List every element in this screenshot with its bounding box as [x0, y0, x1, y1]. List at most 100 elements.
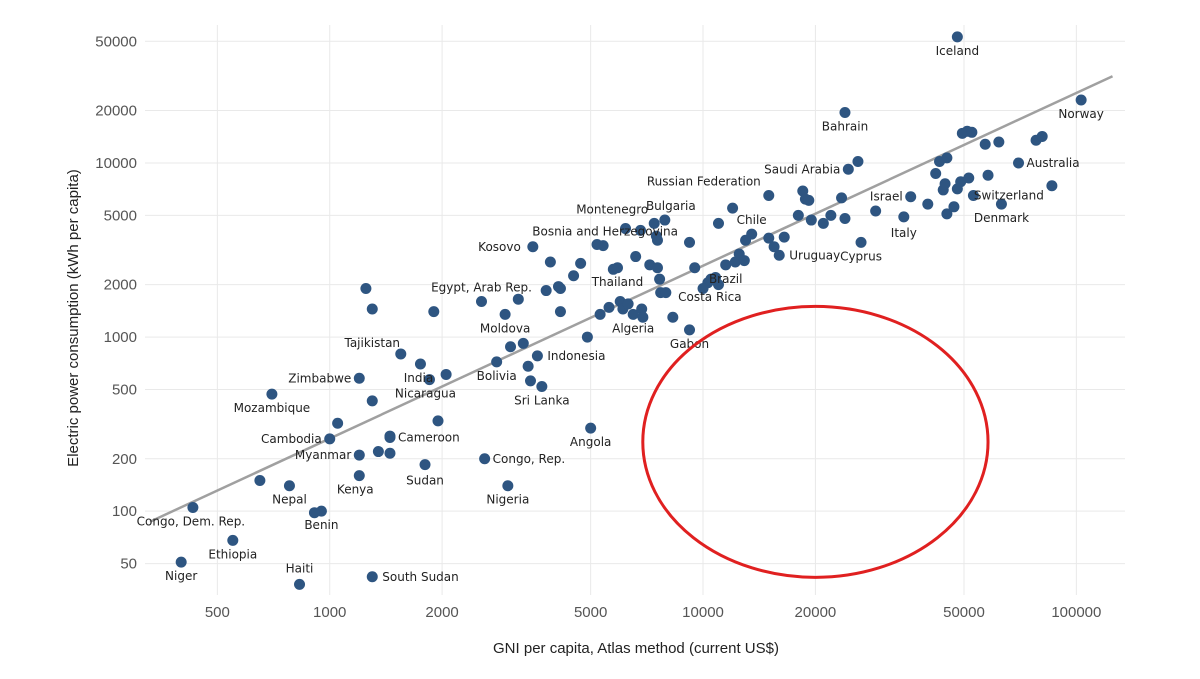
point-label: Bolivia — [477, 369, 517, 383]
data-point — [575, 257, 587, 269]
data-point — [778, 231, 790, 243]
data-point — [993, 136, 1005, 148]
data-point — [428, 306, 440, 318]
data-point — [651, 262, 663, 274]
data-point — [763, 190, 775, 202]
x-tick-label: 1000 — [313, 604, 346, 621]
x-tick-label: 100000 — [1051, 604, 1101, 621]
data-point — [499, 308, 511, 320]
data-point — [266, 388, 278, 400]
data-point — [738, 255, 750, 267]
data-point — [967, 190, 979, 202]
point-label: Congo, Dem. Rep. — [137, 514, 245, 528]
data-point — [712, 217, 724, 229]
data-point — [502, 480, 514, 492]
point-label: Zimbabwe — [288, 371, 351, 385]
point-label: Uruguay — [789, 248, 840, 262]
x-tick-label: 2000 — [425, 604, 458, 621]
data-point — [353, 372, 365, 384]
data-point — [620, 223, 632, 235]
point-label: Haiti — [286, 561, 314, 575]
point-label: Montenegro — [576, 202, 648, 216]
x-axis-ticks: 500 1000 2000 5000 10000 20000 50000 100000 — [205, 604, 1102, 621]
data-point — [839, 106, 851, 118]
data-point — [635, 224, 647, 236]
data-point — [372, 446, 384, 458]
data-point — [440, 368, 452, 380]
data-point — [366, 303, 378, 315]
x-tick-label: 20000 — [795, 604, 837, 621]
data-point — [627, 308, 639, 320]
data-point — [603, 301, 615, 313]
point-label: Kenya — [337, 483, 374, 497]
point-label: South Sudan — [382, 570, 459, 584]
point-label: Tajikistan — [343, 336, 400, 350]
highlight-ellipse — [641, 304, 990, 579]
y-tick-label: 2000 — [104, 277, 137, 294]
point-label: Norway — [1058, 107, 1104, 121]
data-point — [768, 241, 780, 253]
data-point — [475, 296, 487, 308]
data-point — [727, 202, 739, 214]
data-point — [763, 232, 775, 244]
data-point — [684, 236, 696, 248]
data-point — [654, 273, 666, 285]
data-point — [898, 211, 910, 223]
point-label: Russian Federation — [647, 175, 761, 189]
x-tick-label: 50000 — [943, 604, 985, 621]
data-point — [591, 239, 603, 251]
point-label: Moldova — [480, 321, 530, 335]
trend-line — [149, 75, 1114, 523]
y-axis-title: Electric power consumption (kWh per capi… — [65, 169, 82, 467]
data-point — [581, 331, 593, 343]
point-label: Indonesia — [547, 349, 605, 363]
data-point — [963, 172, 975, 184]
y-tick-label: 1000 — [104, 329, 137, 346]
data-point — [308, 507, 320, 519]
point-label: Nicaragua — [395, 387, 456, 401]
data-point — [948, 201, 960, 213]
data-point — [852, 155, 864, 167]
data-point — [522, 360, 534, 372]
data-point — [1075, 94, 1087, 106]
data-point — [536, 381, 548, 393]
point-label: Cambodia — [261, 432, 322, 446]
point-labels: Iceland Norway Bahrain Australia Saudi Arabi… — [137, 44, 1104, 584]
data-point — [324, 433, 336, 445]
point-label: Bahrain — [822, 119, 868, 133]
y-tick-label: 200 — [112, 451, 137, 468]
data-point — [667, 311, 679, 323]
data-point — [531, 350, 543, 362]
data-point — [740, 234, 752, 246]
point-label: Australia — [1027, 156, 1080, 170]
point-label: India — [404, 371, 433, 385]
data-point — [803, 194, 815, 206]
point-label: Sri Lanka — [514, 394, 569, 408]
data-point — [585, 422, 597, 434]
data-point — [568, 270, 580, 282]
data-point — [227, 534, 239, 546]
data-point — [384, 430, 396, 442]
point-label: Switzerland — [974, 189, 1044, 203]
point-label: Italy — [891, 226, 917, 240]
data-point — [836, 192, 848, 204]
data-point — [659, 214, 671, 226]
point-label: Thailand — [591, 275, 644, 289]
y-tick-label: 50 — [120, 556, 137, 573]
data-point — [697, 283, 709, 295]
y-axis-ticks: 50 100 200 500 1000 2000 5000 10000 20000 50000 — [95, 33, 137, 572]
point-label: Algeria — [612, 321, 654, 335]
data-point — [773, 249, 785, 261]
x-axis-title: GNI per capita, Atlas method (current US… — [493, 640, 779, 657]
point-label: Saudi Arabia — [764, 162, 840, 176]
data-point — [966, 126, 978, 138]
point-label: Nepal — [272, 493, 307, 507]
y-tick-label: 20000 — [95, 103, 137, 120]
data-point — [505, 341, 517, 353]
point-label: Niger — [165, 569, 197, 583]
grid — [145, 25, 1125, 595]
data-point — [419, 459, 431, 471]
data-point — [922, 198, 934, 210]
data-point — [544, 256, 556, 268]
